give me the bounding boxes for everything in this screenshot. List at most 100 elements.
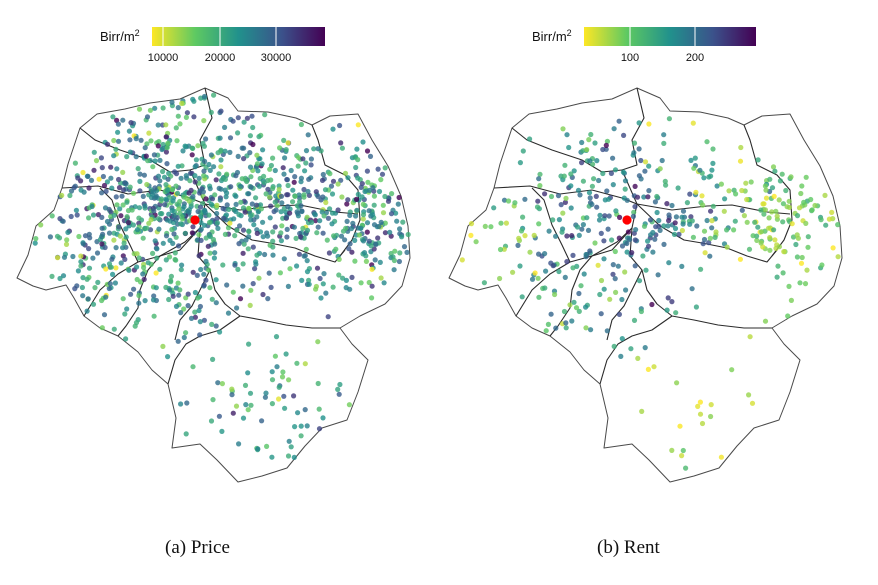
data-point <box>722 196 728 202</box>
data-point <box>78 263 84 269</box>
data-point <box>234 227 240 233</box>
data-point <box>354 207 360 213</box>
data-point <box>246 191 252 197</box>
data-point <box>376 188 383 195</box>
data-point <box>250 124 256 131</box>
data-point <box>378 275 384 281</box>
data-point <box>228 184 234 190</box>
data-point <box>536 294 542 300</box>
data-point <box>272 224 278 230</box>
data-point <box>329 210 336 216</box>
data-point <box>236 212 242 218</box>
data-point <box>665 295 671 301</box>
data-point <box>600 170 606 177</box>
data-point <box>597 212 603 218</box>
data-point <box>131 286 137 292</box>
data-point <box>459 257 465 263</box>
data-point <box>699 420 706 427</box>
data-point <box>285 204 291 210</box>
data-point <box>219 428 225 434</box>
data-point <box>306 192 312 198</box>
data-point <box>166 296 172 303</box>
data-point <box>153 285 159 291</box>
data-point <box>173 303 180 309</box>
data-point <box>796 205 803 211</box>
data-point <box>348 225 355 232</box>
data-point <box>117 233 123 239</box>
data-point <box>192 314 198 320</box>
data-point <box>666 260 672 266</box>
data-point <box>260 147 266 153</box>
data-point <box>512 200 518 206</box>
data-point <box>156 226 162 232</box>
data-point <box>193 157 199 163</box>
data-point <box>556 217 562 223</box>
data-point <box>802 281 809 287</box>
data-point <box>127 137 133 143</box>
data-point <box>202 158 208 164</box>
data-point <box>240 250 246 256</box>
data-point <box>356 232 362 238</box>
data-point <box>99 225 105 231</box>
data-point <box>687 191 693 197</box>
data-point <box>702 250 708 256</box>
data-point <box>225 225 232 231</box>
data-point <box>49 273 55 279</box>
data-point <box>241 145 247 151</box>
data-point <box>240 227 247 233</box>
data-point <box>213 300 219 306</box>
data-point <box>620 169 626 175</box>
data-point <box>676 231 682 237</box>
data-point <box>290 199 296 205</box>
data-point <box>268 162 274 169</box>
data-point <box>364 148 371 154</box>
data-point <box>231 216 237 222</box>
data-point <box>269 369 275 375</box>
data-point <box>248 287 254 293</box>
data-point <box>192 309 198 315</box>
data-point <box>163 122 169 128</box>
data-point <box>830 245 836 251</box>
data-point <box>794 254 800 260</box>
data-point <box>261 173 267 179</box>
data-point <box>277 270 283 276</box>
data-point <box>273 207 279 213</box>
data-point <box>160 240 166 246</box>
data-point <box>646 188 652 194</box>
data-point <box>550 217 556 223</box>
data-point <box>190 269 196 275</box>
data-point <box>327 171 333 177</box>
data-point <box>643 267 649 273</box>
data-point <box>371 222 378 228</box>
data-point <box>185 291 191 297</box>
data-point <box>130 190 137 196</box>
data-point <box>710 203 716 209</box>
data-point <box>256 134 262 140</box>
data-point <box>121 240 127 246</box>
data-point <box>220 205 226 212</box>
data-point <box>335 207 341 213</box>
data-point <box>731 227 737 233</box>
data-point <box>619 336 625 342</box>
data-point <box>108 264 114 270</box>
data-point <box>160 343 166 349</box>
data-point <box>237 223 243 229</box>
data-point <box>569 233 575 239</box>
data-point <box>124 306 130 312</box>
data-point <box>622 186 628 192</box>
data-point <box>85 173 91 179</box>
data-point <box>304 258 310 264</box>
data-point <box>201 317 207 323</box>
highlight-point <box>622 215 632 225</box>
data-point <box>799 254 805 261</box>
data-point <box>285 192 291 198</box>
data-point <box>617 214 623 220</box>
data-point <box>136 205 143 211</box>
data-point <box>90 301 97 307</box>
data-point <box>346 246 352 252</box>
data-point <box>219 381 225 387</box>
data-point <box>624 197 630 203</box>
data-point <box>246 228 252 234</box>
data-point <box>630 213 636 219</box>
data-point <box>664 201 670 207</box>
